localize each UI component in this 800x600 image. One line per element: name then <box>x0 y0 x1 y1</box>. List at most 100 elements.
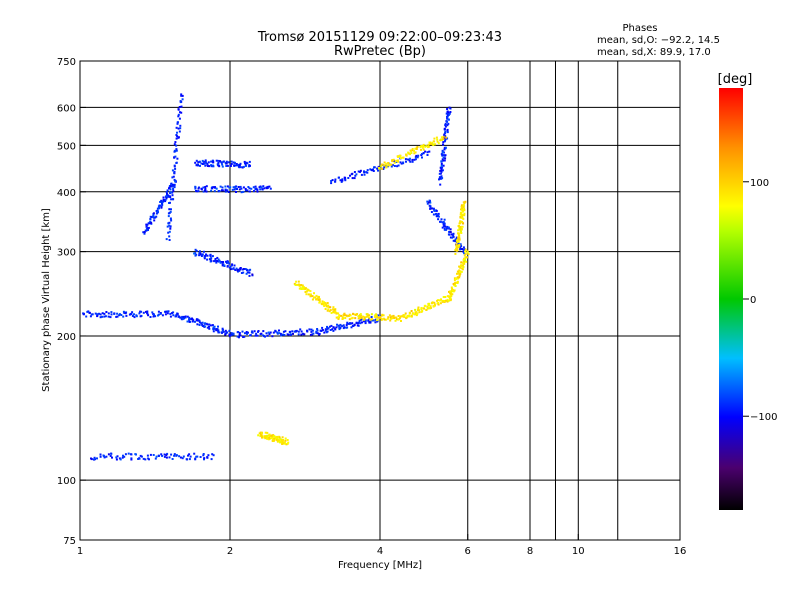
data-point <box>354 313 357 316</box>
data-point <box>339 327 342 329</box>
data-point <box>399 161 402 164</box>
data-point <box>101 315 104 318</box>
data-point <box>414 158 417 161</box>
data-point <box>463 259 466 262</box>
data-point <box>440 160 443 163</box>
data-point <box>283 334 286 336</box>
data-point <box>324 328 327 331</box>
data-point <box>171 185 174 188</box>
data-point <box>447 226 450 229</box>
data-point <box>172 311 175 314</box>
data-point <box>186 320 189 323</box>
data-point <box>227 191 230 193</box>
data-point <box>438 176 441 179</box>
data-point <box>175 454 178 457</box>
data-point <box>422 143 425 146</box>
data-point <box>426 306 429 309</box>
data-point <box>167 310 170 313</box>
data-point <box>295 280 298 283</box>
data-point <box>265 187 268 190</box>
data-point <box>453 289 456 292</box>
data-point <box>204 325 207 328</box>
data-point <box>226 264 229 267</box>
data-point <box>458 225 460 228</box>
data-point <box>198 324 201 326</box>
data-point <box>459 213 462 216</box>
data-point <box>270 434 273 437</box>
data-point <box>217 329 219 332</box>
data-point <box>383 166 386 169</box>
data-point <box>418 309 420 312</box>
data-point <box>178 130 181 133</box>
data-point <box>410 150 413 153</box>
data-point <box>278 332 281 335</box>
data-point <box>320 329 323 332</box>
data-point <box>145 223 148 226</box>
data-point <box>383 318 386 321</box>
data-point <box>165 191 168 193</box>
data-point <box>448 230 451 233</box>
data-point <box>219 185 222 188</box>
data-point <box>244 189 247 192</box>
data-point <box>150 216 153 218</box>
data-point <box>191 320 194 323</box>
data-point <box>268 333 271 335</box>
data-point <box>175 148 178 151</box>
data-point <box>448 233 451 236</box>
data-point <box>234 269 237 271</box>
data-point <box>98 312 100 315</box>
data-point <box>460 232 463 234</box>
data-point <box>335 312 338 315</box>
data-point <box>200 255 203 257</box>
data-point <box>454 285 457 287</box>
data-point <box>401 315 404 318</box>
data-point <box>408 315 411 318</box>
data-point <box>326 325 328 328</box>
data-point <box>208 327 211 330</box>
data-point <box>429 207 432 210</box>
data-point <box>212 164 214 167</box>
data-point <box>361 321 363 324</box>
data-point <box>435 213 438 216</box>
data-point <box>196 190 199 193</box>
data-point <box>446 131 449 134</box>
data-point <box>460 270 463 273</box>
data-point <box>435 215 438 218</box>
data-point <box>208 325 210 328</box>
data-point <box>281 441 283 444</box>
data-point <box>93 457 96 460</box>
data-point <box>330 182 333 185</box>
data-point <box>235 164 238 167</box>
data-point <box>266 185 269 188</box>
data-point <box>424 150 427 153</box>
data-point <box>415 311 418 314</box>
data-point <box>437 218 440 221</box>
data-point <box>329 309 332 312</box>
data-point <box>206 323 209 326</box>
data-point <box>399 154 402 157</box>
data-point <box>204 322 206 325</box>
data-point <box>432 213 435 216</box>
data-point <box>194 248 197 251</box>
data-point <box>437 215 440 218</box>
data-point <box>443 222 446 225</box>
data-point <box>402 161 405 164</box>
data-point <box>389 319 392 322</box>
data-point <box>401 156 404 159</box>
data-point <box>284 442 287 445</box>
data-point <box>435 136 438 139</box>
data-point <box>107 312 110 315</box>
data-point <box>463 254 466 257</box>
data-point <box>459 225 462 228</box>
data-point <box>144 229 147 232</box>
data-point <box>440 163 443 165</box>
data-point <box>268 185 271 188</box>
data-point <box>129 453 132 456</box>
data-point <box>442 138 445 140</box>
data-point <box>439 302 442 305</box>
data-point <box>418 311 421 314</box>
data-point <box>391 315 394 318</box>
data-point <box>213 325 216 328</box>
data-point <box>461 214 464 217</box>
data-point <box>372 170 375 172</box>
